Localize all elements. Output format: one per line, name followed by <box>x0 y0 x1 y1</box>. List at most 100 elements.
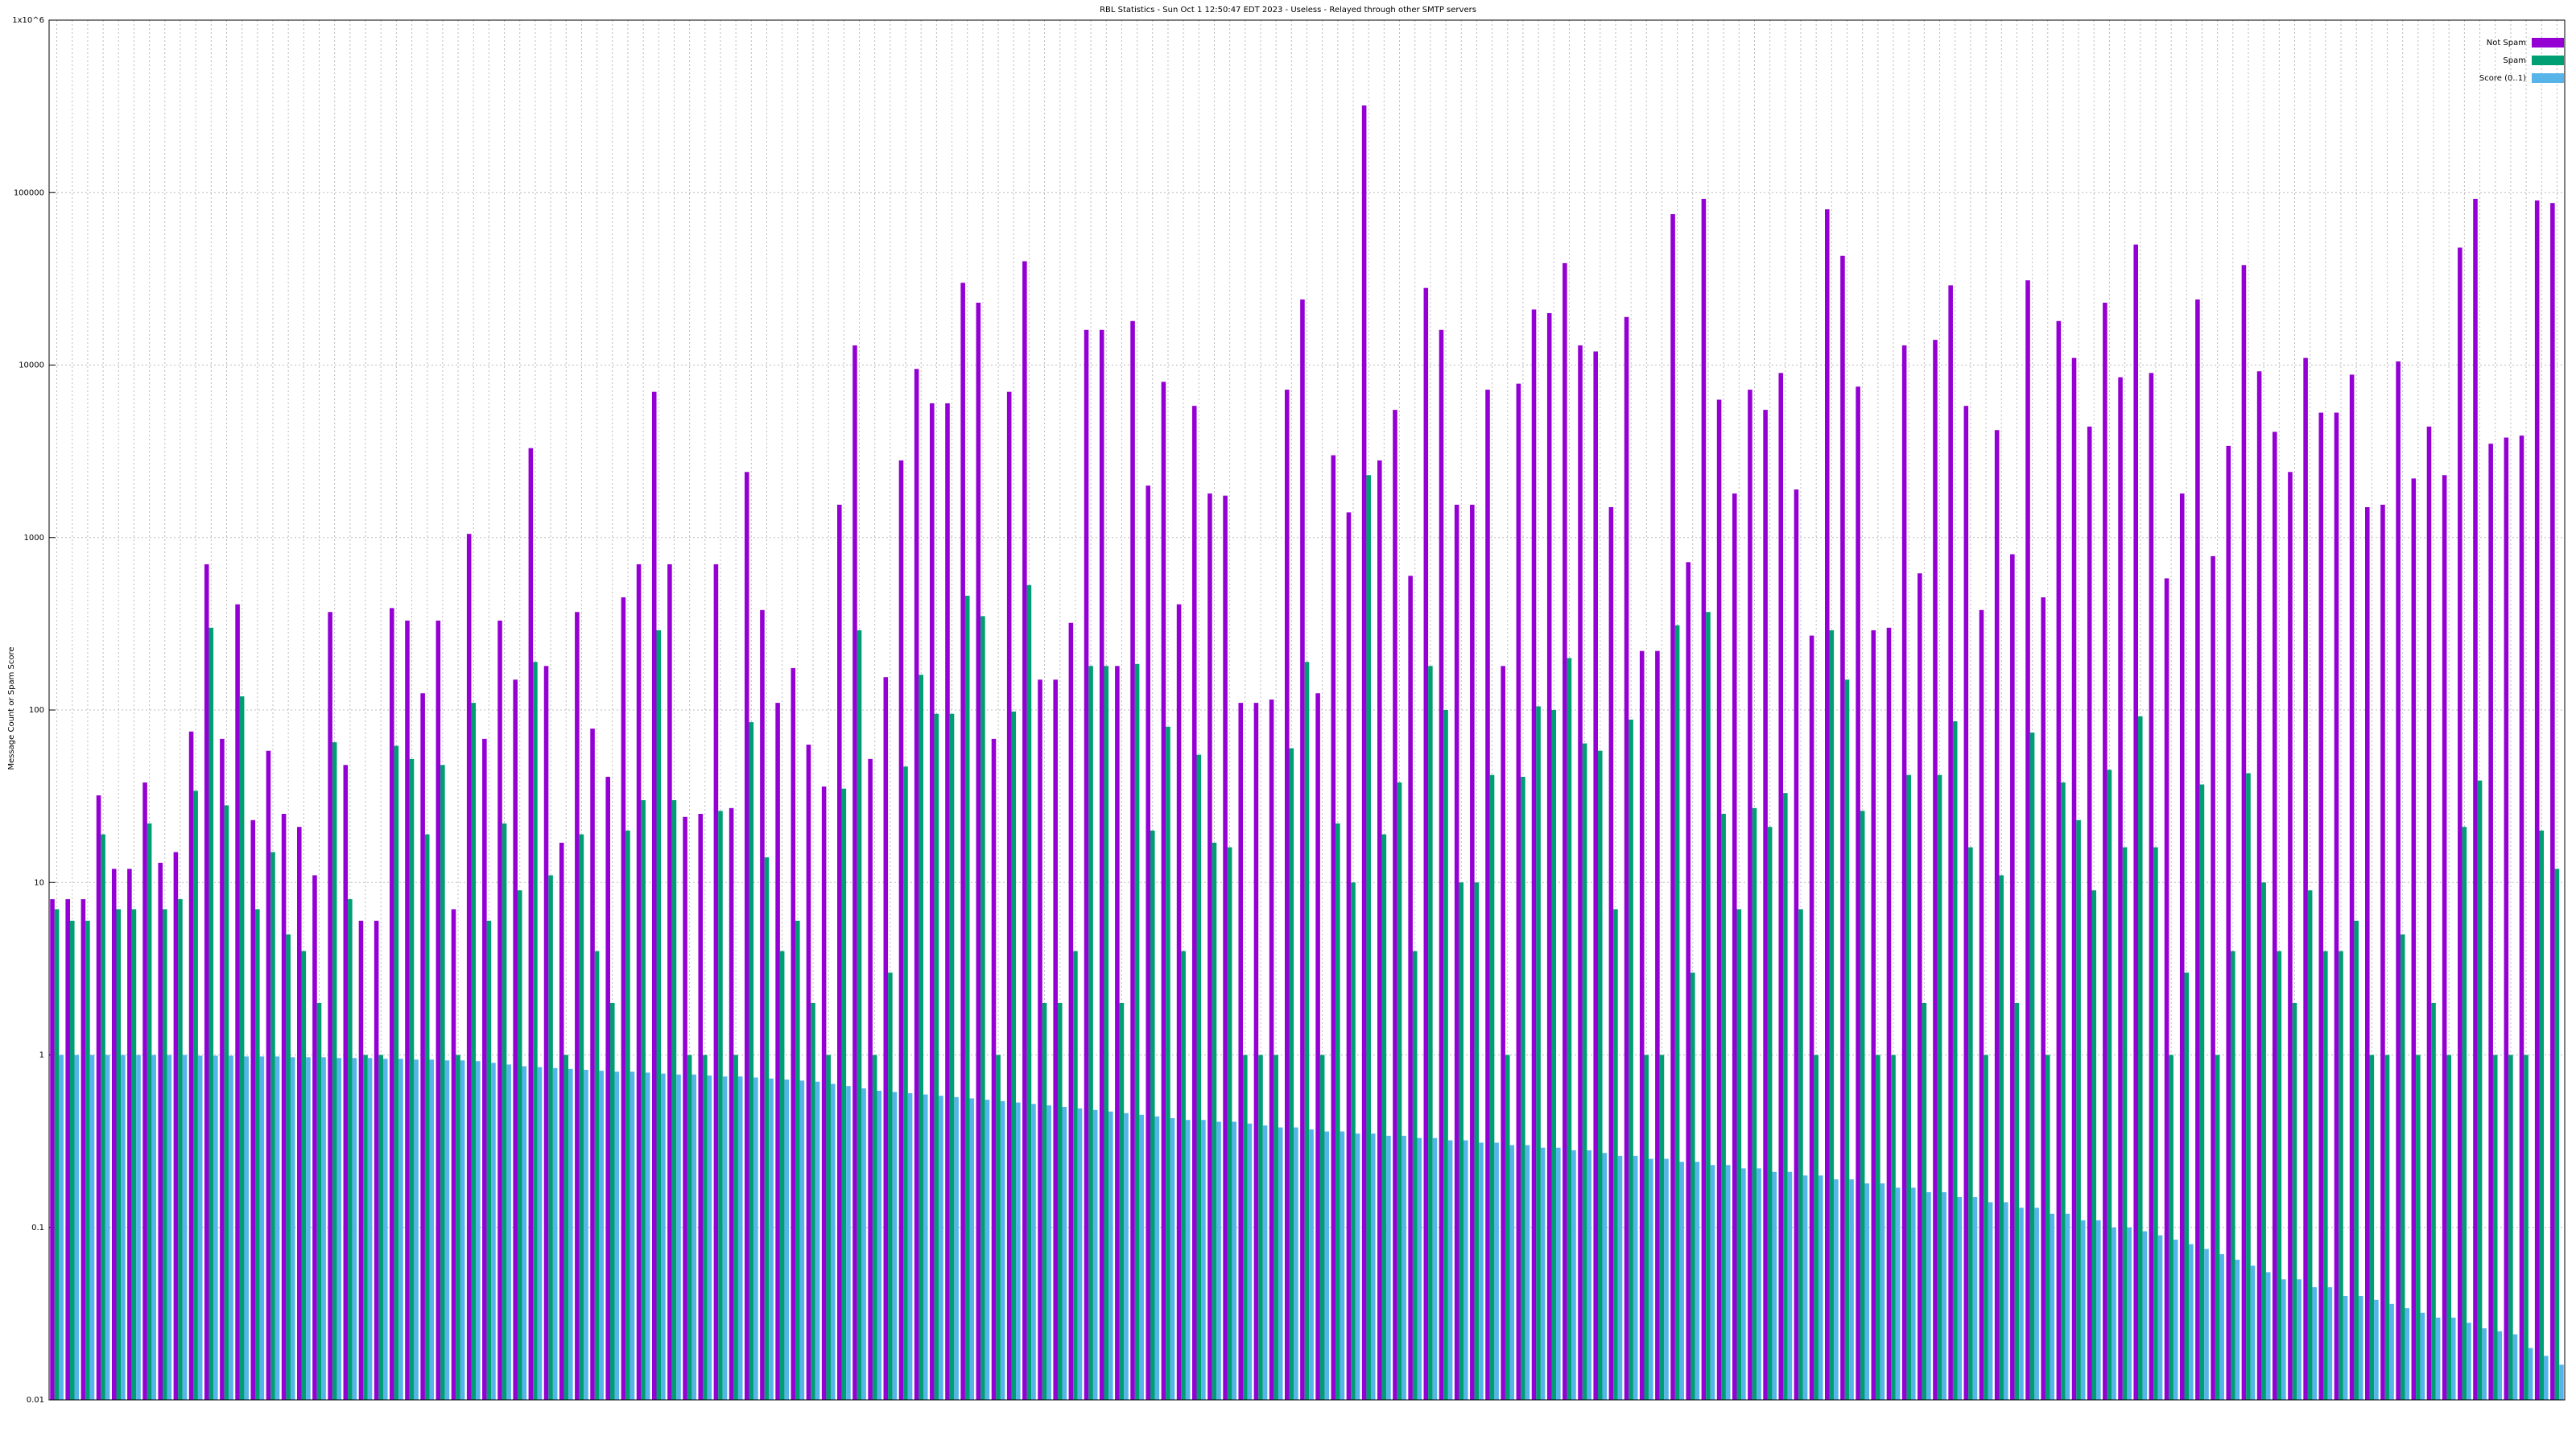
bar <box>1304 662 1310 1400</box>
bar <box>1593 351 1598 1401</box>
bar <box>1505 1055 1510 1400</box>
bar <box>1370 1133 1376 1400</box>
bar <box>2153 847 2158 1400</box>
bar <box>1910 1187 1916 1400</box>
bar <box>491 1063 496 1400</box>
bar <box>429 1059 435 1400</box>
bar <box>930 403 935 1400</box>
bar <box>1763 410 1768 1400</box>
bar <box>456 1055 460 1400</box>
bar <box>182 1055 188 1400</box>
bar <box>2173 1239 2178 1400</box>
bar <box>1891 1055 1896 1400</box>
bar <box>1161 382 1166 1401</box>
bar <box>533 662 538 1400</box>
bar <box>2019 1208 2024 1400</box>
bar <box>1470 504 1475 1400</box>
bar <box>1844 679 1850 1400</box>
bar <box>197 1055 203 1400</box>
bar <box>105 1055 110 1400</box>
bar <box>1278 1127 1283 1400</box>
bar <box>1968 847 1973 1400</box>
bar <box>1525 1145 1530 1400</box>
bar <box>795 920 800 1400</box>
bar <box>2369 1055 2375 1400</box>
bar <box>2272 431 2277 1400</box>
bar <box>208 627 214 1400</box>
bar <box>1355 1133 1360 1400</box>
bar <box>1509 1145 1515 1400</box>
bar <box>1876 1055 1880 1400</box>
bar <box>868 758 873 1400</box>
bar <box>151 1055 156 1400</box>
bar <box>296 827 302 1400</box>
bar <box>2103 302 2107 1401</box>
bar <box>332 742 337 1400</box>
bar <box>2354 920 2359 1400</box>
bar <box>1963 406 1969 1400</box>
bar <box>2312 1287 2318 1400</box>
bar <box>1191 406 1197 1400</box>
bar <box>1092 1109 1098 1400</box>
bar <box>1772 1171 1777 1400</box>
y-tick-label: 100 <box>29 706 44 715</box>
bar <box>1046 1105 1051 1400</box>
bar <box>1778 373 1784 1401</box>
bar <box>1057 1003 1063 1400</box>
bar <box>1690 972 1695 1400</box>
bar <box>861 1088 866 1400</box>
bar <box>630 1071 635 1400</box>
bar <box>80 899 86 1400</box>
bar <box>1181 951 1186 1400</box>
bar <box>2281 1279 2286 1400</box>
bar <box>482 738 487 1400</box>
bar <box>1366 475 1371 1401</box>
bar <box>2358 1296 2363 1400</box>
bar <box>1247 1123 1253 1400</box>
bar <box>934 713 939 1400</box>
bar <box>440 765 445 1400</box>
bar <box>69 920 75 1400</box>
bar <box>2235 1259 2240 1400</box>
bar <box>2137 716 2143 1400</box>
bar <box>1686 562 1691 1400</box>
bar <box>2041 597 2046 1400</box>
bar <box>1948 285 1953 1400</box>
bar <box>2446 1055 2451 1400</box>
bar <box>980 616 985 1400</box>
bar <box>1710 1165 1715 1400</box>
bar <box>1716 399 1722 1401</box>
bar <box>466 534 472 1400</box>
bar <box>645 1072 650 1400</box>
bar <box>1253 703 1259 1400</box>
bar <box>101 834 105 1400</box>
bar <box>1232 1121 1236 1400</box>
bar <box>502 823 507 1400</box>
bar <box>1834 1179 1839 1400</box>
bar <box>2467 1323 2471 1400</box>
bar <box>2014 1003 2020 1400</box>
bar <box>799 1080 805 1400</box>
bar <box>837 504 842 1400</box>
bar <box>2107 770 2112 1400</box>
bar <box>2400 934 2405 1400</box>
bar <box>2211 555 2215 1401</box>
legend-label: Score (0..1) <box>2479 74 2526 83</box>
bar <box>1649 1158 1653 1400</box>
bar <box>1361 105 1367 1401</box>
bar <box>1679 1162 1684 1400</box>
bar <box>220 738 225 1400</box>
bar <box>1393 410 1397 1400</box>
bar <box>59 1055 64 1400</box>
bar <box>575 612 580 1400</box>
bar <box>2492 1055 2498 1400</box>
bar <box>1423 287 1429 1400</box>
bar <box>1139 1114 1144 1400</box>
bar <box>687 1055 692 1400</box>
bar <box>2122 847 2128 1400</box>
bar <box>1994 430 2000 1401</box>
bar <box>605 776 610 1400</box>
bar <box>213 1055 218 1400</box>
bar <box>2550 203 2555 1400</box>
bar <box>1022 261 1027 1400</box>
